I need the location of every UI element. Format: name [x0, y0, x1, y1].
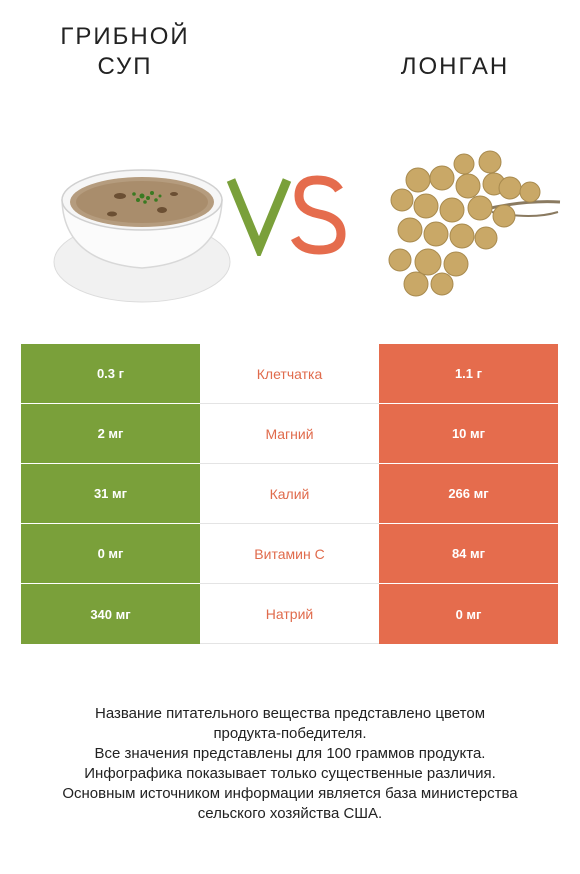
nutrient-label: Витамин C	[200, 524, 379, 584]
footer-line: Инфографика показывает только существенн…	[84, 765, 496, 782]
table-row: 340 мг Натрий 0 мг	[21, 584, 558, 644]
table-row: 0.3 г Клетчатка 1.1 г	[21, 344, 558, 404]
left-value: 340 мг	[21, 584, 200, 644]
table-row: 2 мг Магний 10 мг	[21, 404, 558, 464]
left-product-title: ГРИБНОЙ СУП	[40, 22, 210, 82]
footer-line: Название питательного вещества представл…	[94, 705, 486, 722]
vs-mark	[226, 175, 346, 256]
left-value: 31 мг	[21, 464, 200, 524]
mushroom-soup-image	[53, 169, 231, 303]
nutrient-label: Натрий	[200, 584, 379, 644]
table-row: 31 мг Калий 266 мг	[21, 464, 558, 524]
longan-image	[388, 150, 561, 297]
left-title-line2: СУП	[97, 53, 153, 80]
vs-s-letter	[290, 175, 346, 255]
footer-line: продукта-победителя.	[213, 725, 367, 742]
footer-line: сельского хозяйства США.	[197, 805, 383, 822]
right-product-title: ЛОНГАН	[400, 53, 510, 80]
right-value: 0 мг	[379, 584, 558, 644]
nutrient-label: Клетчатка	[200, 344, 379, 404]
footer-notes: Название питательного вещества представл…	[20, 704, 560, 824]
nutrient-label: Магний	[200, 404, 379, 464]
left-value: 0 мг	[21, 524, 200, 584]
left-value: 0.3 г	[21, 344, 200, 404]
left-value: 2 мг	[21, 404, 200, 464]
right-value: 1.1 г	[379, 344, 558, 404]
right-value: 266 мг	[379, 464, 558, 524]
vs-v-letter	[226, 178, 292, 256]
left-title-line1: ГРИБНОЙ	[60, 23, 190, 50]
footer-line: Основным источником информации является …	[62, 785, 518, 802]
right-value: 10 мг	[379, 404, 558, 464]
table-row: 0 мг Витамин C 84 мг	[21, 524, 558, 584]
right-value: 84 мг	[379, 524, 558, 584]
footer-line: Все значения представлены для 100 граммо…	[94, 745, 486, 762]
nutrient-label: Калий	[200, 464, 379, 524]
comparison-table: 0.3 г Клетчатка 1.1 г 2 мг Магний 10 мг …	[21, 344, 558, 644]
